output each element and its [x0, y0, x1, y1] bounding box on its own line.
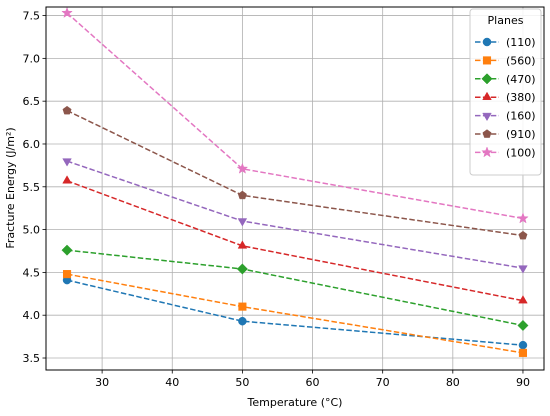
- y-tick-label: 6.0: [23, 138, 41, 151]
- x-tick-label: 70: [376, 376, 390, 389]
- legend-label: (100): [506, 146, 536, 159]
- data-point: [62, 105, 72, 115]
- data-point: [62, 270, 72, 279]
- legend-label: (560): [506, 54, 536, 67]
- legend-marker: [482, 112, 492, 122]
- legend-items: (110) (560) (470) (380) (160) (910) (100): [475, 36, 536, 159]
- data-point: [518, 265, 528, 274]
- legend-item: (380): [475, 91, 536, 104]
- data-point: [236, 162, 249, 174]
- x-tick-label: 90: [516, 376, 530, 389]
- data-point: [61, 244, 73, 256]
- data-point: [237, 218, 248, 227]
- legend-item: (110): [475, 36, 536, 49]
- data-point: [62, 158, 72, 167]
- legend-label: (380): [506, 91, 536, 104]
- y-tick-label: 5.5: [23, 181, 41, 194]
- series-6: [61, 6, 529, 224]
- y-tick-label: 5.0: [23, 224, 41, 237]
- data-point: [517, 212, 529, 224]
- data-point: [518, 230, 528, 240]
- legend-label: (910): [506, 128, 536, 141]
- y-tick-label: 4.0: [23, 309, 41, 322]
- y-tick-label: 7.0: [23, 52, 41, 65]
- legend-item: (560): [475, 54, 536, 67]
- data-point: [518, 348, 528, 357]
- legend-label: (110): [506, 36, 536, 49]
- legend-item: (910): [475, 128, 536, 141]
- y-axis-title: Fracture Energy (J/m²): [4, 127, 17, 248]
- legend-item: (100): [475, 146, 536, 159]
- legend-marker: [481, 146, 493, 158]
- x-tick-label: 50: [235, 376, 249, 389]
- y-tick-label: 7.5: [23, 10, 41, 23]
- y-tick-label: 6.5: [23, 95, 41, 108]
- data-point: [518, 295, 528, 304]
- x-tick-label: 40: [165, 376, 179, 389]
- data-point: [238, 316, 247, 326]
- x-axis: 30 40 50 60 70 80 90: [95, 370, 530, 389]
- legend-title: Planes: [488, 14, 524, 27]
- legend-marker: [482, 56, 492, 65]
- series-3: [62, 175, 528, 304]
- legend-item: (470): [475, 73, 536, 86]
- y-axis: 3.5 4.0 4.5 5.0 5.5 6.0 6.5 7.0 7.5: [23, 10, 46, 365]
- legend-marker: [482, 129, 492, 138]
- series-1: [62, 270, 528, 357]
- series-5: [62, 105, 528, 240]
- data-point: [237, 190, 247, 200]
- series-layer: [61, 6, 529, 357]
- series-2: [61, 244, 529, 332]
- x-axis-title: Temperature (°C): [247, 396, 343, 409]
- legend-marker: [482, 37, 492, 47]
- x-tick-label: 80: [446, 376, 460, 389]
- data-point: [238, 302, 247, 311]
- x-tick-label: 30: [95, 376, 109, 389]
- legend-marker: [482, 91, 492, 100]
- legend-label: (470): [506, 73, 536, 86]
- y-tick-label: 3.5: [23, 352, 41, 365]
- legend: Planes (110) (560) (470) (380) (160) (910) (10…: [469, 8, 542, 176]
- legend-label: (160): [506, 110, 536, 123]
- x-tick-label: 60: [306, 376, 320, 389]
- data-point: [62, 175, 72, 184]
- data-point: [61, 6, 73, 18]
- data-point: [236, 263, 248, 275]
- y-tick-label: 4.5: [23, 266, 41, 279]
- legend-marker: [481, 73, 493, 85]
- data-point: [517, 319, 529, 332]
- series-4: [62, 158, 528, 274]
- legend-item: (160): [475, 110, 536, 123]
- data-point: [518, 340, 528, 350]
- plot-frame: [45, 6, 545, 371]
- data-point: [237, 240, 248, 249]
